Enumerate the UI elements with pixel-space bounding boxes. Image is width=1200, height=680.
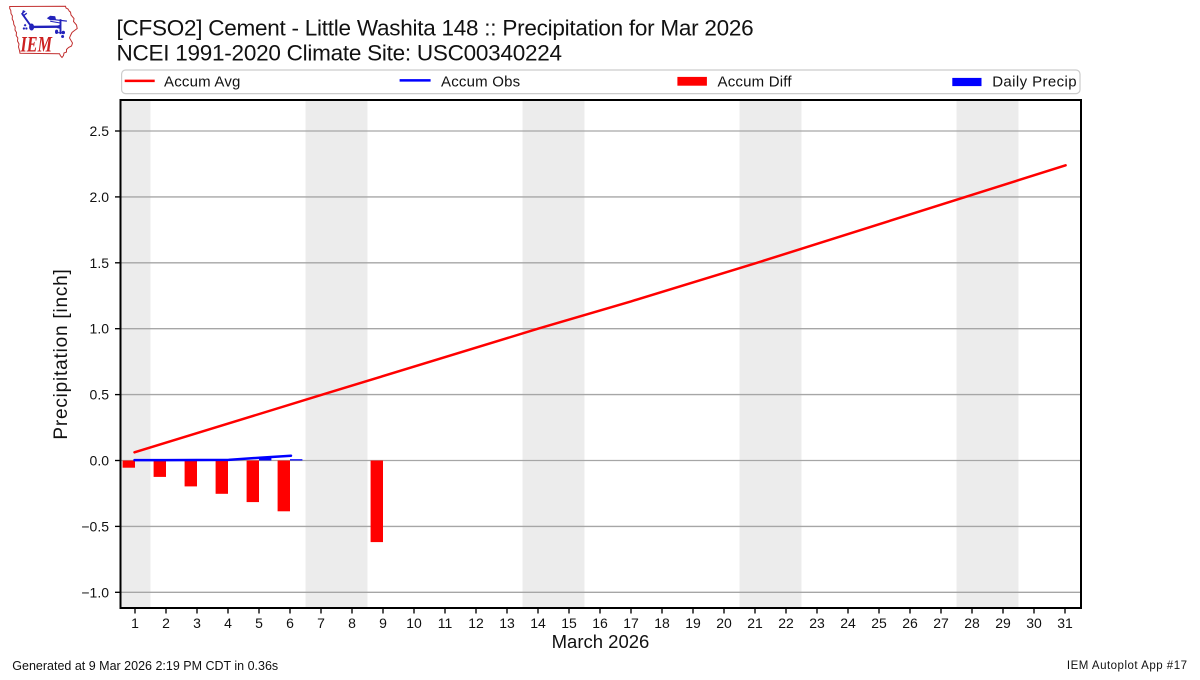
svg-text:12: 12: [468, 615, 484, 631]
svg-text:14: 14: [530, 615, 546, 631]
svg-text:IEM: IEM: [20, 32, 53, 57]
svg-text:10: 10: [406, 615, 422, 631]
svg-text:IEM Autoplot App #17: IEM Autoplot App #17: [1067, 660, 1188, 672]
svg-text:3: 3: [193, 615, 201, 631]
svg-text:13: 13: [499, 615, 515, 631]
svg-text:1.5: 1.5: [90, 255, 110, 271]
svg-text:Accum Obs: Accum Obs: [441, 74, 520, 91]
svg-text:NCEI 1991-2020 Climate Site: U: NCEI 1991-2020 Climate Site: USC00340224: [117, 41, 562, 66]
svg-text:8: 8: [348, 615, 356, 631]
svg-text:24: 24: [840, 615, 856, 631]
svg-text:29: 29: [995, 615, 1011, 631]
svg-text:22: 22: [778, 615, 794, 631]
svg-text:2.0: 2.0: [90, 189, 110, 205]
svg-text:Generated at 9 Mar 2026 2:19 P: Generated at 9 Mar 2026 2:19 PM CDT in 0…: [12, 659, 278, 673]
svg-text:16: 16: [592, 615, 608, 631]
svg-text:27: 27: [933, 615, 949, 631]
svg-text:30: 30: [1026, 615, 1042, 631]
svg-text:7: 7: [317, 615, 325, 631]
svg-text:15: 15: [561, 615, 577, 631]
svg-text:Daily Precip: Daily Precip: [992, 74, 1077, 91]
svg-text:18: 18: [654, 615, 670, 631]
svg-text:4: 4: [224, 615, 232, 631]
svg-text:26: 26: [902, 615, 918, 631]
svg-text:20: 20: [716, 615, 732, 631]
svg-text:31: 31: [1057, 615, 1073, 631]
svg-text:9: 9: [379, 615, 387, 631]
svg-text:6: 6: [286, 615, 294, 631]
svg-text:0.0: 0.0: [90, 453, 110, 469]
svg-text:−0.5: −0.5: [81, 518, 109, 534]
svg-text:1.0: 1.0: [90, 321, 110, 337]
svg-text:25: 25: [871, 615, 887, 631]
svg-text:17: 17: [623, 615, 639, 631]
svg-text:19: 19: [685, 615, 701, 631]
svg-text:28: 28: [964, 615, 980, 631]
svg-text:Accum Avg: Accum Avg: [164, 74, 241, 91]
svg-text:21: 21: [747, 615, 763, 631]
svg-text:−1.0: −1.0: [81, 584, 109, 600]
svg-text:5: 5: [255, 615, 263, 631]
svg-text:2.5: 2.5: [90, 123, 110, 139]
svg-text:11: 11: [438, 615, 453, 631]
svg-text:1: 1: [131, 615, 139, 631]
svg-text:March 2026: March 2026: [552, 631, 650, 652]
svg-text:2: 2: [162, 615, 170, 631]
svg-text:Accum Diff: Accum Diff: [718, 74, 793, 91]
svg-text:[CFSO2] Cement - Little Washit: [CFSO2] Cement - Little Washita 148 :: P…: [117, 16, 754, 41]
svg-text:Precipitation [inch]: Precipitation [inch]: [51, 268, 72, 439]
svg-text:23: 23: [809, 615, 825, 631]
svg-text:0.5: 0.5: [90, 387, 110, 403]
